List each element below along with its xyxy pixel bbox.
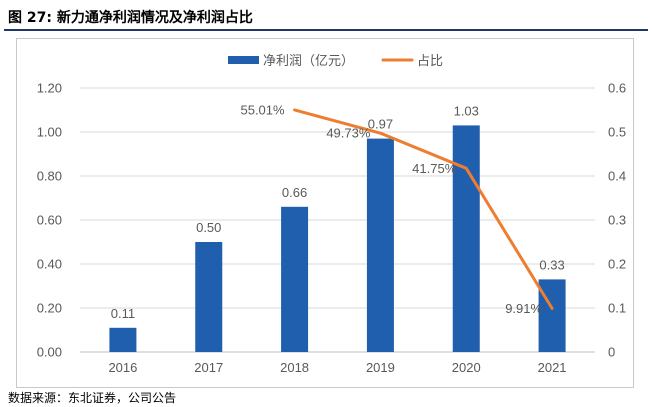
legend-swatch-bar <box>228 56 259 64</box>
y-right-tick-label: 0 <box>608 345 615 360</box>
x-tick-label: 2020 <box>452 360 481 375</box>
x-tick-label: 2018 <box>280 360 309 375</box>
bar <box>281 206 309 352</box>
y-right-tick-label: 0.1 <box>608 301 626 316</box>
bar-value-label: 1.03 <box>454 103 479 118</box>
y-right-tick-label: 0.6 <box>608 81 626 96</box>
y-right-tick-label: 0.2 <box>608 257 626 272</box>
line-value-label: 55.01% <box>240 102 285 117</box>
x-tick-label: 2021 <box>538 360 567 375</box>
bar-value-label: 0.11 <box>111 306 135 321</box>
title-rule <box>4 29 648 31</box>
chart-frame <box>16 38 634 388</box>
line-value-label: 41.75% <box>412 161 457 176</box>
line-value-label: 49.73% <box>326 126 371 141</box>
y-right-tick-label: 0.4 <box>608 169 626 184</box>
bar <box>195 242 223 352</box>
line-value-label: 9.91% <box>505 301 542 316</box>
y-left-tick-label: 1.00 <box>37 125 62 140</box>
y-right-tick-label: 0.5 <box>608 125 626 140</box>
share-line <box>293 108 554 310</box>
y-left-tick-label: 0.00 <box>37 345 62 360</box>
y-left-tick-label: 0.80 <box>37 169 62 184</box>
x-tick-label: 2016 <box>108 360 137 375</box>
y-left-tick-label: 0.20 <box>37 301 62 316</box>
bar-value-label: 0.66 <box>282 185 307 200</box>
y-left-tick-label: 0.60 <box>37 213 62 228</box>
y-left-tick-label: 1.20 <box>37 81 62 96</box>
legend-label-net-profit: 净利润（亿元） <box>263 53 354 68</box>
bar-value-label: 0.97 <box>368 117 393 132</box>
figure-title: 图 27: 新力通净利润情况及净利润占比 <box>8 10 253 26</box>
legend-label-share: 占比 <box>417 53 443 68</box>
bar <box>109 327 137 352</box>
y-left-tick-label: 0.40 <box>37 257 62 272</box>
bar-value-label: 0.33 <box>539 257 564 272</box>
bar <box>452 125 480 353</box>
bar <box>366 138 394 352</box>
y-right-tick-label: 0.3 <box>608 213 626 228</box>
bar-value-label: 0.50 <box>196 220 221 235</box>
x-tick-label: 2019 <box>366 360 395 375</box>
x-tick-label: 2017 <box>194 360 223 375</box>
data-source-note: 数据来源：东北证券，公司公告 <box>8 391 177 405</box>
